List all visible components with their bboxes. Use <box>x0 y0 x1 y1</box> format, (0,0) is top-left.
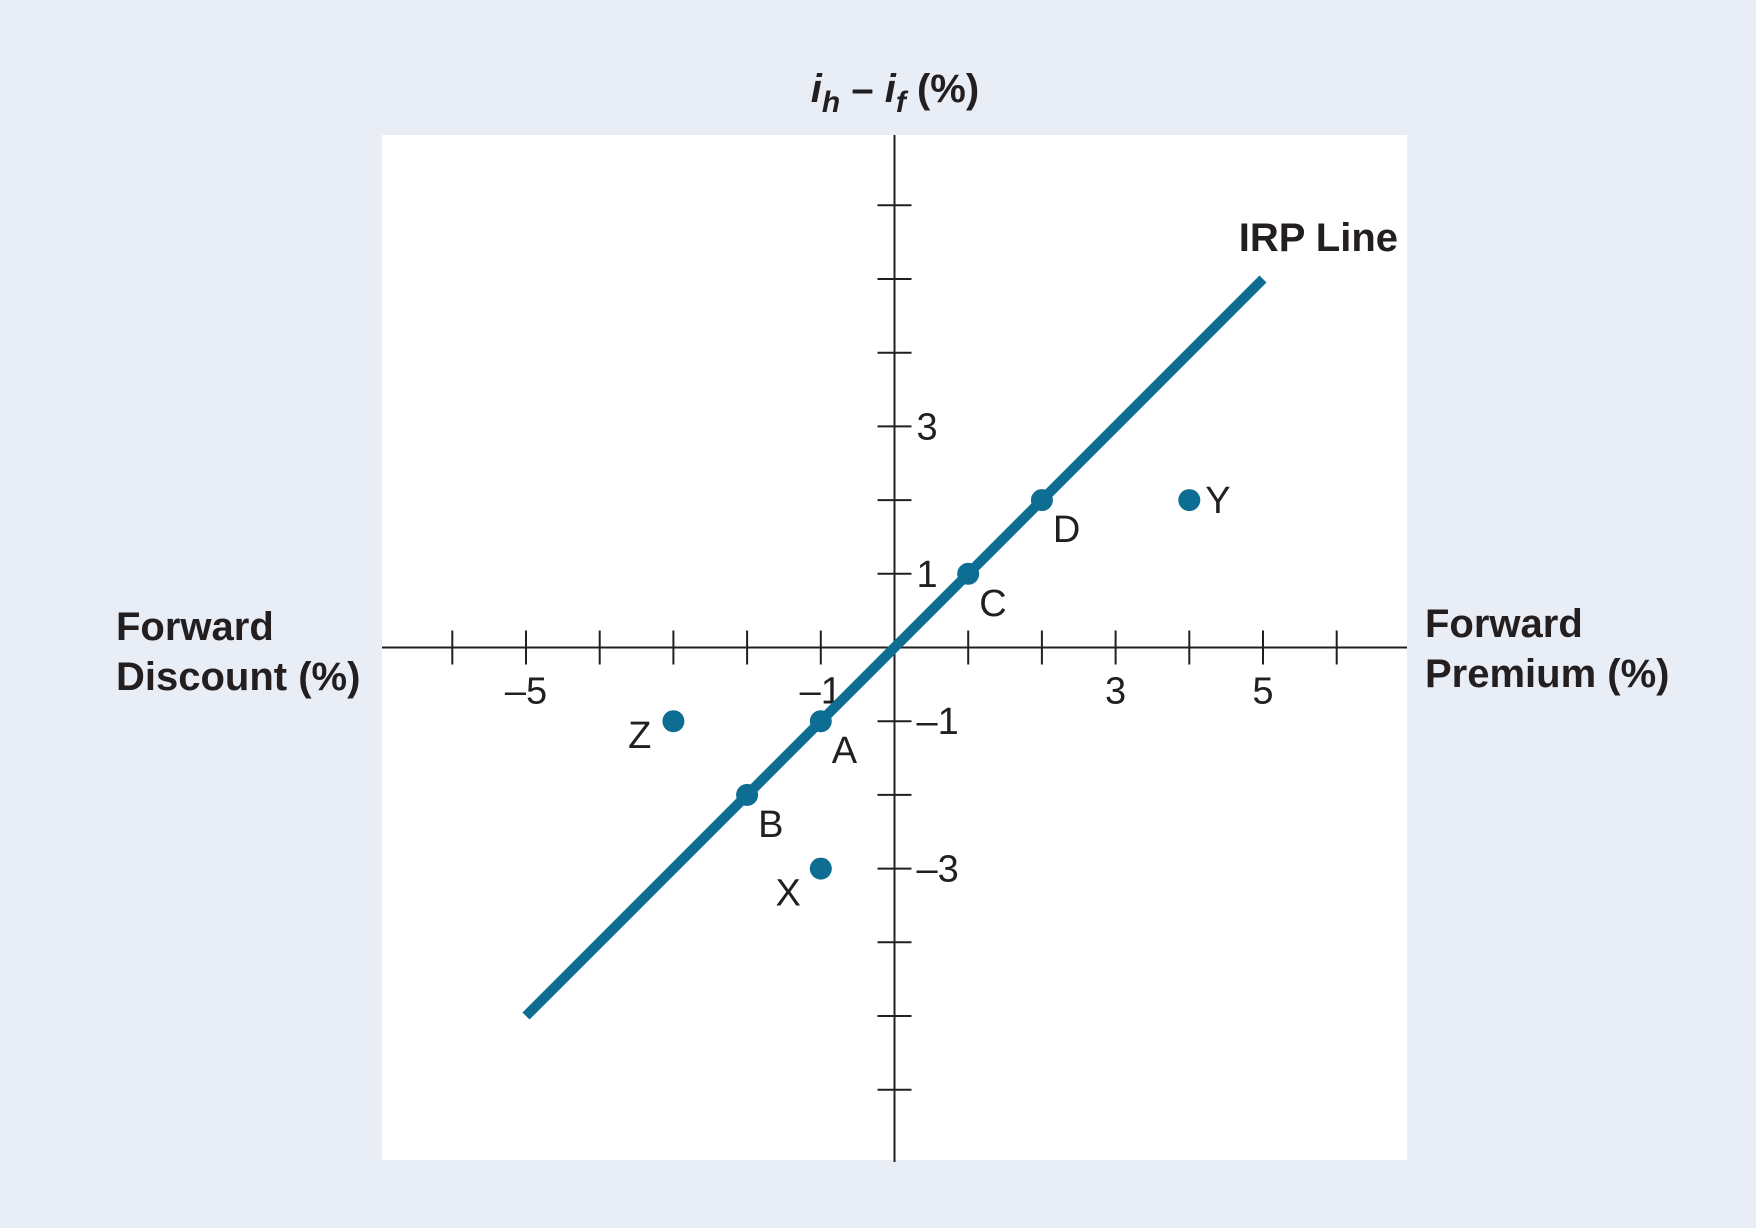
y-title-i-h: i <box>811 67 823 111</box>
y-axis-title: ih – if (%) <box>811 67 979 119</box>
y-tick-label: –1 <box>917 701 959 743</box>
right-label-line2: Premium (%) <box>1425 652 1670 696</box>
x-tick-label: –5 <box>505 671 547 713</box>
ticks: –5 –1 3 531–1–3 <box>451 204 1338 1091</box>
y-title-sub-h: h <box>822 86 840 119</box>
point-a <box>809 710 832 733</box>
y-title-i-f: i <box>885 67 897 111</box>
point-label-b: B <box>758 804 783 846</box>
points-layer: A B C D X Y Z <box>628 480 1230 915</box>
left-label-line2: Discount (%) <box>116 655 360 699</box>
point-x <box>809 857 832 880</box>
right-label-line1: Forward <box>1425 602 1583 646</box>
point-label-c: C <box>979 583 1006 625</box>
point-label-d: D <box>1053 509 1080 551</box>
x-tick-label: 5 <box>1252 671 1273 713</box>
point-c <box>957 562 980 585</box>
point-label-y: Y <box>1205 480 1230 522</box>
y-tick-label: 1 <box>917 554 938 596</box>
point-b <box>736 783 759 806</box>
left-label-line1: Forward <box>116 605 274 649</box>
y-title-minus: – <box>840 67 884 111</box>
point-d <box>1030 489 1053 512</box>
point-label-z: Z <box>628 715 651 757</box>
irp-line-layer: IRP Line <box>522 216 1398 1020</box>
x-tick-label: 3 <box>1105 671 1126 713</box>
irp-line <box>522 275 1267 1020</box>
y-title-sub-f: f <box>896 86 909 119</box>
point-y <box>1178 489 1201 512</box>
point-label-a: A <box>832 730 858 772</box>
point-label-x: X <box>775 873 800 915</box>
point-z <box>662 710 685 733</box>
y-tick-label: –3 <box>917 849 959 891</box>
irp-line-label: IRP Line <box>1239 216 1398 260</box>
y-tick-label: 3 <box>917 406 938 448</box>
y-title-unit: (%) <box>906 67 979 111</box>
